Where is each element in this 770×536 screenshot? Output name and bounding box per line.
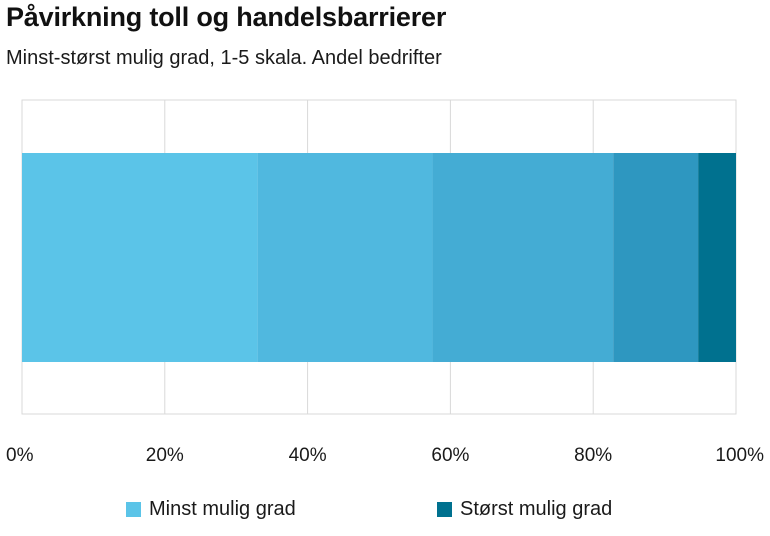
chart-subtitle: Minst-størst mulig grad, 1-5 skala. Ande… [6,47,442,69]
chart-title: Påvirkning toll og handelsbarrierer [6,2,447,32]
legend-label-storst: Størst mulig grad [460,497,613,520]
x-axis-ticks: 0% 20% 40% 60% 80% 100% [6,445,764,466]
bar-segment-1 [22,153,258,362]
legend-swatch-minst [126,501,141,517]
x-tick-label-20: 20% [146,445,184,466]
x-tick-label-0: 0% [6,445,34,466]
legend: Minst mulig grad Størst mulig grad [0,494,770,524]
legend-label-minst: Minst mulig grad [149,497,296,520]
legend-item-minst: Minst mulig grad [126,494,296,524]
stacked-bar-chart: 0% 20% 40% 60% 80% 100% [6,99,764,466]
bar-segment-4 [613,153,699,362]
legend-swatch-storst [437,501,452,517]
bar-segment-5 [698,153,736,362]
bar-segments [22,153,736,362]
x-tick-label-60: 60% [431,445,469,466]
x-tick-label-100: 100% [715,445,764,466]
x-tick-label-40: 40% [289,445,327,466]
bar-segment-3 [432,153,614,362]
bar-segment-2 [257,153,433,362]
x-tick-label-80: 80% [574,445,612,466]
legend-item-storst: Størst mulig grad [437,494,612,524]
